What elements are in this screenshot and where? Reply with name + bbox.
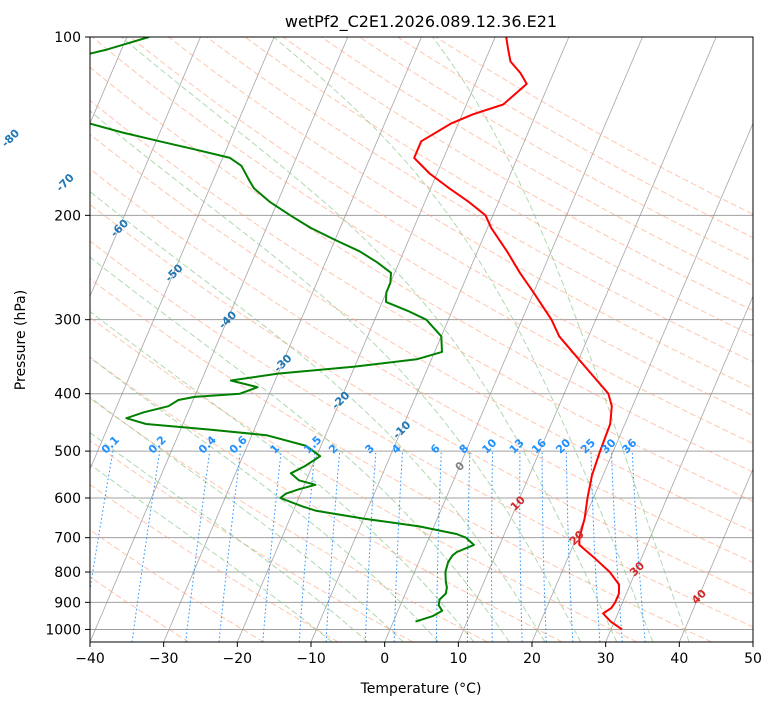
moist-adiabat-line (90, 190, 546, 642)
dry-adiabat-line (90, 440, 414, 642)
moist-adiabat-line (90, 396, 404, 642)
mixing-ratio-line (185, 451, 211, 642)
y-tick-label: 500 (54, 444, 81, 460)
x-tick-label: −30 (149, 651, 179, 667)
dry-adiabat-line (90, 316, 638, 642)
moist-adiabat-line (90, 110, 582, 642)
x-tick-label: −20 (223, 651, 253, 667)
moist-adiabat-line (90, 356, 439, 642)
moist-adiabat-line (90, 431, 369, 642)
moist-adiabat-line (121, 37, 618, 642)
y-tick-label: 200 (54, 208, 81, 224)
y-tick-label: 700 (54, 531, 81, 547)
isotherm-line (236, 37, 496, 642)
dry-adiabat-line (90, 483, 339, 642)
x-axis-title: Temperature (°C) (360, 681, 482, 697)
dewpoint-line (90, 37, 475, 623)
mixing-ratio-line (262, 451, 282, 642)
isotherm-line (163, 37, 422, 642)
isotherm-line (90, 37, 349, 642)
dry-adiabat-line (90, 66, 753, 473)
dry-adiabat-line (130, 37, 753, 417)
y-tick-label: 300 (54, 313, 81, 329)
moist-adiabat-line (90, 463, 333, 642)
y-tick-label: 800 (54, 565, 81, 581)
chart-title: wetPf2_C2E1.2026.089.12.36.E21 (285, 12, 557, 32)
axes: −40 −30 −20 −10 0 10 20 30 40 50 100 200 300 400 500 60… (45, 30, 762, 667)
x-tick-label: 0 (380, 651, 389, 667)
isotherm-line (384, 37, 643, 642)
x-tick-label: 10 (449, 651, 467, 667)
isotherm-line (605, 295, 753, 642)
background-lines (90, 37, 753, 642)
x-tick-label: 50 (744, 651, 762, 667)
dry-adiabat-line (90, 168, 753, 563)
plot-background (90, 37, 753, 642)
moist-adiabat-line (90, 256, 510, 642)
dry-adiabat-line (90, 203, 753, 595)
dry-adiabat-line (90, 576, 190, 642)
dry-adiabat-line (90, 133, 753, 533)
y-tick-label: 1000 (45, 622, 81, 638)
mixing-ratio-line (298, 451, 316, 642)
mixing-ratio-line (631, 451, 646, 642)
x-tick-label: 20 (523, 651, 541, 667)
y-tick-label: 600 (54, 491, 81, 507)
dry-adiabat-line (206, 37, 753, 363)
y-tick-label: 400 (54, 387, 81, 403)
x-tick-label: −40 (75, 651, 105, 667)
isotherm-line (531, 122, 753, 642)
mixing-ratio-line (218, 451, 241, 642)
x-tick-label: 40 (670, 651, 688, 667)
mixing-ratio-line (131, 451, 161, 642)
isotherm-line (457, 37, 717, 642)
isotherm-line (90, 37, 275, 471)
plot-frame (89, 36, 754, 643)
moist-adiabat-line (432, 37, 690, 642)
isotherm-line (90, 37, 201, 298)
dry-adiabat-line (90, 240, 753, 628)
x-tick-label: 30 (597, 651, 615, 667)
y-axis-title: Pressure (hPa) (13, 290, 29, 390)
dry-adiabat-line (90, 397, 488, 642)
x-tick-label: −10 (296, 651, 326, 667)
dry-adiabat-line (90, 356, 563, 642)
isotherm-line (678, 468, 753, 642)
dry-adiabat-line (282, 37, 753, 312)
y-tick-label: 900 (54, 595, 81, 611)
mixing-ratio-line (90, 451, 114, 593)
y-tick-label: 100 (54, 30, 81, 46)
profile-lines (90, 37, 623, 631)
temperature-line (413, 37, 623, 631)
